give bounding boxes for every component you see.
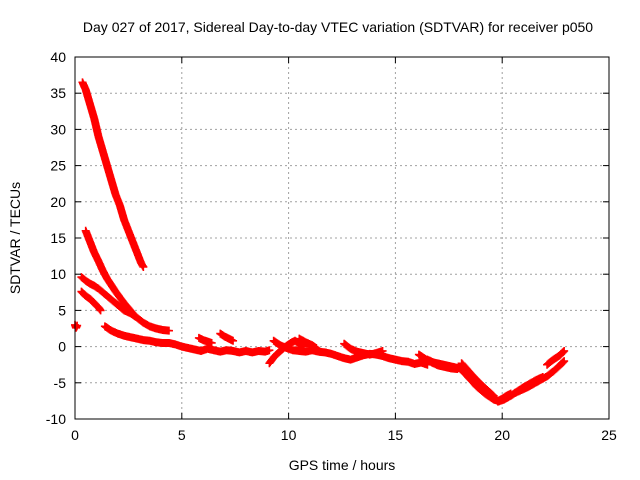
series-arc-6	[100, 322, 274, 357]
chart-title: Day 027 of 2017, Sidereal Day-to-day VTE…	[83, 19, 593, 35]
data-points	[71, 78, 569, 406]
series-markers	[71, 320, 82, 332]
x-tick-label: 25	[601, 427, 617, 443]
series-arc-5	[71, 320, 82, 332]
x-tick-label: 20	[494, 427, 510, 443]
series-arc-7	[194, 333, 216, 347]
series-arc-12	[340, 339, 387, 359]
series-markers	[77, 273, 173, 335]
y-axis-label: SDTVAR / TECUs	[7, 182, 23, 294]
series-markers	[511, 357, 569, 397]
series-markers	[81, 226, 137, 318]
series-arc-1	[78, 78, 148, 271]
y-tick-label: 0	[58, 339, 66, 355]
axis-ticks: 0 5 10 15 20 25 -10 -5 0 5 10 15 20 25 30 35 40	[46, 49, 617, 443]
series-markers	[78, 78, 148, 271]
series-markers	[77, 287, 105, 315]
series-arc-3	[77, 273, 173, 335]
y-tick-label: -10	[46, 411, 66, 427]
series-markers	[340, 339, 387, 359]
x-tick-label: 10	[281, 427, 297, 443]
y-tick-label: -5	[54, 375, 67, 391]
x-axis-label: GPS time / hours	[289, 457, 396, 473]
series-arc-4	[77, 287, 105, 315]
series-arc-15	[457, 359, 498, 400]
y-tick-label: 35	[50, 85, 66, 101]
series-arc-8	[216, 329, 238, 345]
x-tick-label: 15	[388, 427, 404, 443]
x-tick-label: 0	[71, 427, 79, 443]
grid	[75, 57, 609, 419]
series-markers	[295, 334, 321, 353]
y-tick-label: 10	[50, 266, 66, 282]
y-tick-label: 15	[50, 230, 66, 246]
series-markers	[543, 346, 569, 369]
y-tick-label: 5	[58, 302, 66, 318]
series-arc-17	[511, 357, 569, 397]
x-tick-label: 5	[178, 427, 186, 443]
series-markers	[457, 359, 498, 400]
series-markers	[100, 322, 274, 357]
series-arc-2	[81, 226, 137, 318]
series-markers	[216, 329, 238, 345]
series-arc-11	[295, 334, 321, 353]
y-tick-label: 40	[50, 49, 66, 65]
y-tick-label: 25	[50, 158, 66, 174]
y-tick-label: 20	[50, 194, 66, 210]
series-arc-18	[543, 346, 569, 369]
series-markers	[194, 333, 216, 347]
y-tick-label: 30	[50, 121, 66, 137]
